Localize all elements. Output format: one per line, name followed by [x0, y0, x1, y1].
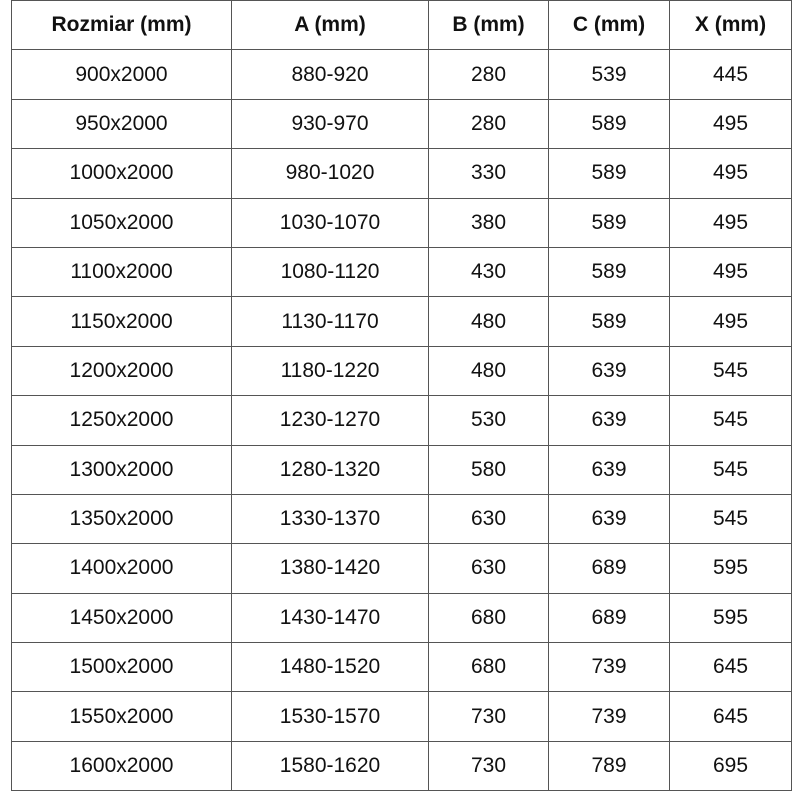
cell-b: 680 — [428, 592, 549, 644]
cell-b: 530 — [428, 395, 549, 446]
cell-b: 630 — [428, 543, 549, 594]
cell-c: 689 — [548, 592, 670, 644]
dimensions-table: Rozmiar (mm) A (mm) B (mm) C (mm) X (mm) 900… — [11, 0, 792, 792]
cell-a: 1080-1120 — [231, 246, 429, 298]
cell-b: 680 — [428, 642, 549, 693]
table-row: 1000x2000 980-1020 330 589 495 — [11, 148, 792, 199]
cell-size: 1250x2000 — [11, 395, 232, 446]
table-row: 1300x2000 1280-1320 580 639 545 — [11, 444, 792, 495]
cell-x: 645 — [669, 691, 792, 742]
cell-a: 1430-1470 — [231, 592, 429, 644]
cell-x: 545 — [669, 345, 792, 397]
cell-c: 639 — [548, 345, 670, 397]
table-header-row: Rozmiar (mm) A (mm) B (mm) C (mm) X (mm) — [11, 0, 792, 51]
cell-x: 445 — [669, 49, 792, 100]
cell-c: 639 — [548, 493, 670, 545]
cell-size: 1450x2000 — [11, 592, 232, 644]
cell-size: 1200x2000 — [11, 345, 232, 397]
cell-x: 595 — [669, 592, 792, 644]
column-header-size: Rozmiar (mm) — [11, 0, 232, 51]
cell-a: 1330-1370 — [231, 493, 429, 545]
cell-size: 1500x2000 — [11, 642, 232, 693]
cell-a: 1530-1570 — [231, 691, 429, 742]
cell-a: 1280-1320 — [231, 444, 429, 495]
cell-c: 589 — [548, 148, 670, 199]
cell-b: 280 — [428, 98, 549, 150]
cell-b: 730 — [428, 740, 549, 792]
table-row: 1500x2000 1480-1520 680 739 645 — [11, 642, 792, 693]
column-header-b: B (mm) — [428, 0, 549, 51]
cell-c: 589 — [548, 296, 670, 347]
column-header-a: A (mm) — [231, 0, 429, 51]
cell-c: 689 — [548, 543, 670, 594]
cell-size: 1550x2000 — [11, 691, 232, 742]
table-row: 1050x2000 1030-1070 380 589 495 — [11, 197, 792, 248]
table-row: 1200x2000 1180-1220 480 639 545 — [11, 345, 792, 397]
table-row: 900x2000 880-920 280 539 445 — [11, 49, 792, 100]
cell-b: 430 — [428, 246, 549, 298]
table-row: 1550x2000 1530-1570 730 739 645 — [11, 691, 792, 742]
cell-a: 1380-1420 — [231, 543, 429, 594]
cell-x: 495 — [669, 296, 792, 347]
table-row: 1250x2000 1230-1270 530 639 545 — [11, 395, 792, 446]
table-row: 1600x2000 1580-1620 730 789 695 — [11, 740, 792, 792]
cell-x: 495 — [669, 246, 792, 298]
cell-b: 380 — [428, 197, 549, 248]
table-row: 1450x2000 1430-1470 680 689 595 — [11, 592, 792, 644]
cell-b: 580 — [428, 444, 549, 495]
cell-a: 880-920 — [231, 49, 429, 100]
cell-size: 1600x2000 — [11, 740, 232, 792]
cell-x: 695 — [669, 740, 792, 792]
cell-x: 645 — [669, 642, 792, 693]
cell-b: 480 — [428, 345, 549, 397]
cell-size: 1100x2000 — [11, 246, 232, 298]
cell-size: 900x2000 — [11, 49, 232, 100]
cell-x: 545 — [669, 444, 792, 495]
table-row: 1100x2000 1080-1120 430 589 495 — [11, 246, 792, 298]
column-header-x: X (mm) — [669, 0, 792, 51]
cell-b: 330 — [428, 148, 549, 199]
cell-size: 1150x2000 — [11, 296, 232, 347]
table-row: 1150x2000 1130-1170 480 589 495 — [11, 296, 792, 347]
cell-x: 495 — [669, 197, 792, 248]
column-header-c: C (mm) — [548, 0, 670, 51]
cell-size: 1050x2000 — [11, 197, 232, 248]
cell-size: 1000x2000 — [11, 148, 232, 199]
cell-x: 545 — [669, 493, 792, 545]
cell-a: 1480-1520 — [231, 642, 429, 693]
cell-b: 480 — [428, 296, 549, 347]
cell-c: 739 — [548, 691, 670, 742]
cell-b: 730 — [428, 691, 549, 742]
cell-a: 1580-1620 — [231, 740, 429, 792]
cell-size: 1400x2000 — [11, 543, 232, 594]
table-row: 1350x2000 1330-1370 630 639 545 — [11, 493, 792, 545]
cell-size: 1300x2000 — [11, 444, 232, 495]
cell-a: 1180-1220 — [231, 345, 429, 397]
cell-x: 595 — [669, 543, 792, 594]
cell-c: 639 — [548, 444, 670, 495]
cell-a: 1030-1070 — [231, 197, 429, 248]
cell-c: 639 — [548, 395, 670, 446]
cell-x: 545 — [669, 395, 792, 446]
table-row: 1400x2000 1380-1420 630 689 595 — [11, 543, 792, 594]
cell-x: 495 — [669, 148, 792, 199]
cell-c: 589 — [548, 246, 670, 298]
cell-c: 589 — [548, 98, 670, 150]
cell-c: 789 — [548, 740, 670, 792]
cell-a: 1230-1270 — [231, 395, 429, 446]
cell-size: 1350x2000 — [11, 493, 232, 545]
cell-size: 950x2000 — [11, 98, 232, 150]
cell-c: 739 — [548, 642, 670, 693]
cell-b: 630 — [428, 493, 549, 545]
cell-c: 539 — [548, 49, 670, 100]
cell-b: 280 — [428, 49, 549, 100]
cell-a: 930-970 — [231, 98, 429, 150]
cell-x: 495 — [669, 98, 792, 150]
table-row: 950x2000 930-970 280 589 495 — [11, 98, 792, 150]
cell-a: 1130-1170 — [231, 296, 429, 347]
cell-c: 589 — [548, 197, 670, 248]
cell-a: 980-1020 — [231, 148, 429, 199]
